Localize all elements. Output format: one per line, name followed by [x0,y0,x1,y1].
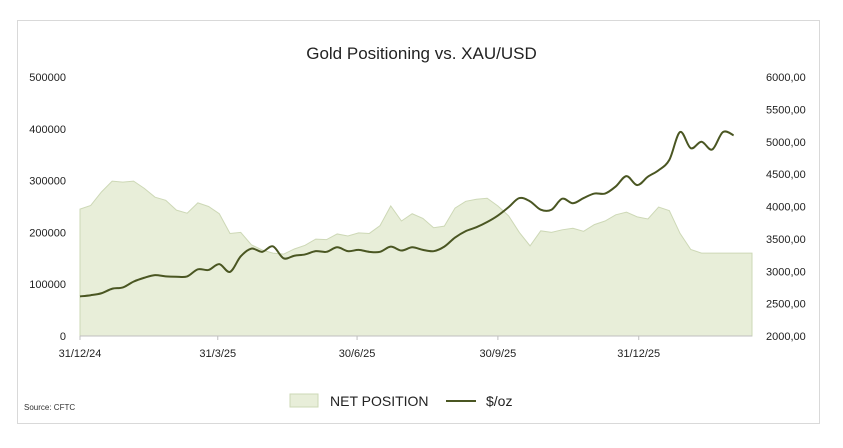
y-right-axis-labels: 2000,00 2500,00 3000,00 3500,00 4000,00 4500,… [766,72,806,343]
y-right-tick-label-1: 2500,00 [766,299,806,311]
y-right-tick-label-4: 4000,00 [766,202,806,214]
source-note: Source: CFTC [24,403,76,412]
legend-label-price: $/oz [486,393,512,409]
y-right-tick-label-3: 3500,00 [766,234,806,246]
y-right-tick-label-6: 5000,00 [766,137,806,149]
x-tick-label-1: 31/3/25 [199,348,236,360]
chart-title: Gold Positioning vs. XAU/USD [306,44,537,63]
price-line [79,130,735,298]
y-right-tick-label-8: 6000,00 [766,72,806,84]
x-tick-label-4: 31/12/25 [617,348,660,360]
y-left-axis-labels: 0 100000 200000 300000 400000 500000 [29,72,66,343]
y-left-tick-label-3: 300000 [29,176,66,188]
net-position-area [79,180,753,337]
y-right-tick-label-5: 4500,00 [766,169,806,181]
legend: NET POSITION $/oz [289,393,512,409]
x-tick-label-2: 30/6/25 [339,348,376,360]
y-right-tick-label-0: 2000,00 [766,331,806,343]
y-right-tick-label-7: 5500,00 [766,104,806,116]
x-tick-label-3: 30/9/25 [480,348,517,360]
y-left-tick-label-5: 500000 [29,72,66,84]
x-axis-ticks [79,336,640,340]
legend-label-net-position: NET POSITION [330,393,429,409]
y-left-tick-label-2: 200000 [29,227,66,239]
x-tick-label-0: 31/12/24 [59,348,102,360]
y-left-tick-label-0: 0 [60,331,66,343]
y-left-tick-label-1: 100000 [29,279,66,291]
legend-swatch-net-position [289,393,319,408]
y-right-tick-label-2: 3000,00 [766,266,806,278]
x-axis-labels: 31/12/24 31/3/25 30/6/25 30/9/25 31/12/25 [59,348,661,360]
y-left-tick-label-4: 400000 [29,124,66,136]
